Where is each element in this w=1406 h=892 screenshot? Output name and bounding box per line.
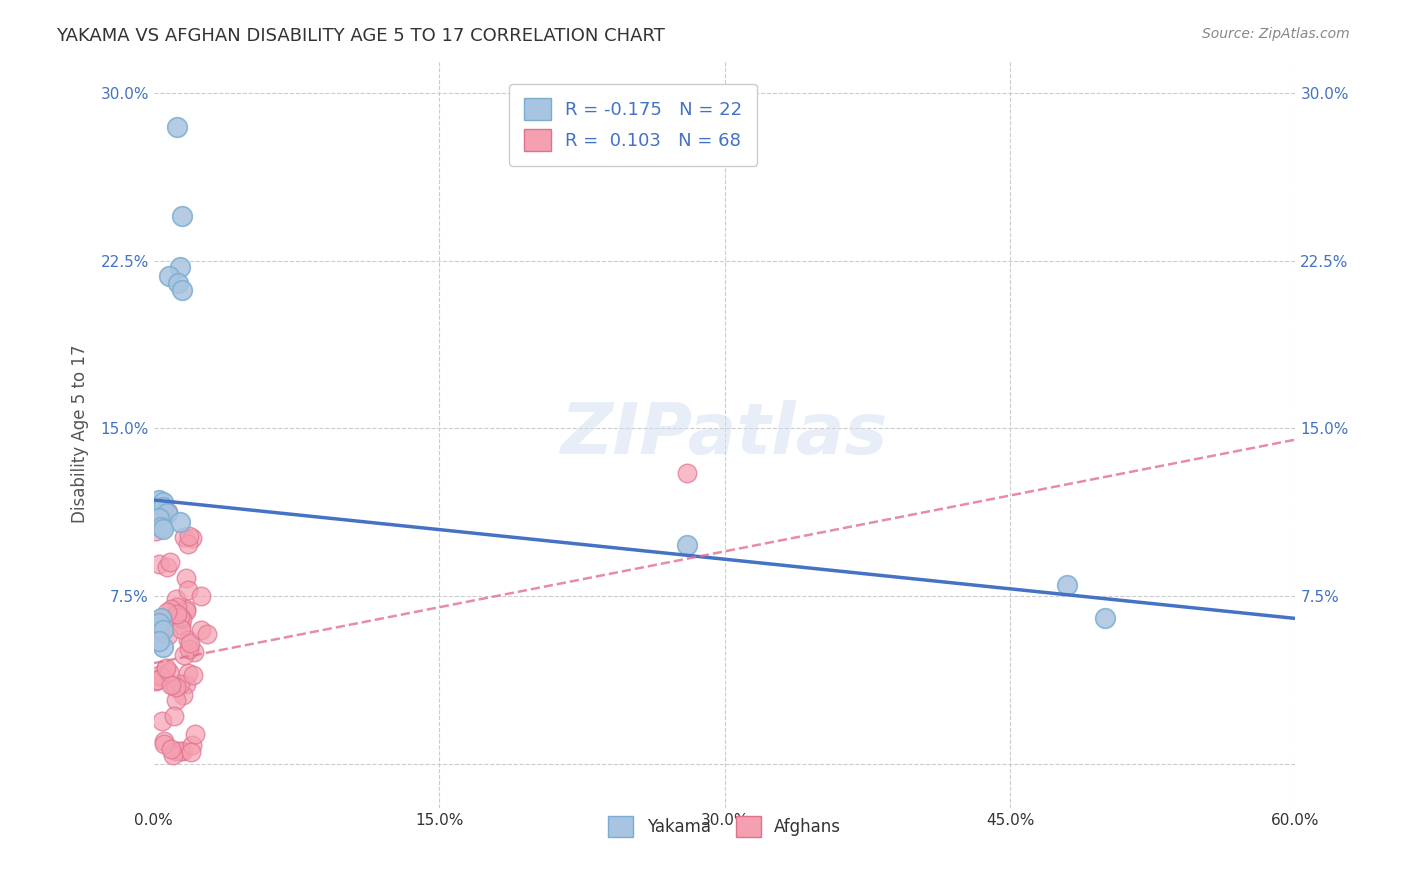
Afghans — [165, 693, 187, 707]
Afghans — [162, 747, 184, 762]
Yakama — [152, 500, 174, 514]
Yakama — [167, 276, 190, 290]
Afghans — [166, 607, 188, 622]
Afghans — [177, 642, 200, 657]
Afghans — [172, 688, 194, 702]
Afghans — [156, 628, 179, 642]
Afghans — [152, 734, 174, 748]
Yakama — [148, 492, 170, 507]
Yakama — [675, 538, 697, 552]
Text: Source: ZipAtlas.com: Source: ZipAtlas.com — [1202, 27, 1350, 41]
Afghans — [157, 665, 180, 680]
Afghans — [145, 674, 167, 689]
Afghans — [184, 727, 207, 741]
Afghans — [174, 676, 197, 690]
Afghans — [150, 624, 173, 638]
Yakama — [172, 209, 194, 223]
Afghans — [149, 506, 172, 520]
Afghans — [156, 560, 179, 574]
Afghans — [150, 714, 173, 728]
Afghans — [160, 741, 183, 756]
Yakama — [152, 495, 174, 509]
Text: ZIPatlas: ZIPatlas — [561, 400, 889, 468]
Afghans — [181, 531, 204, 545]
Afghans — [163, 709, 186, 723]
Afghans — [148, 558, 170, 572]
Afghans — [150, 611, 173, 625]
Afghans — [169, 610, 191, 624]
Yakama — [148, 615, 170, 630]
Afghans — [169, 743, 191, 757]
Afghans — [181, 738, 204, 752]
Afghans — [177, 537, 200, 551]
Yakama — [152, 640, 174, 655]
Afghans — [177, 582, 200, 597]
Yakama — [1094, 611, 1116, 625]
Afghans — [190, 623, 212, 637]
Yakama — [169, 260, 191, 275]
Afghans — [169, 622, 191, 636]
Afghans — [162, 678, 184, 692]
Afghans — [183, 668, 205, 682]
Afghans — [160, 678, 183, 692]
Afghans — [146, 673, 169, 688]
Afghans — [190, 589, 212, 603]
Yakama — [148, 633, 170, 648]
Afghans — [177, 666, 200, 681]
Afghans — [166, 600, 188, 615]
Yakama — [152, 522, 174, 536]
Yakama — [148, 511, 170, 525]
Afghans — [148, 624, 170, 638]
Yakama — [157, 269, 180, 284]
Afghans — [153, 664, 176, 678]
Afghans — [172, 744, 194, 758]
Afghans — [170, 618, 193, 632]
Afghans — [177, 529, 200, 543]
Yakama — [172, 283, 194, 297]
Afghans — [195, 627, 218, 641]
Afghans — [180, 745, 202, 759]
Afghans — [173, 530, 195, 544]
Afghans — [179, 636, 201, 650]
Afghans — [174, 571, 197, 585]
Afghans — [165, 592, 187, 607]
Yakama — [169, 516, 191, 530]
Afghans — [170, 612, 193, 626]
Afghans — [156, 605, 179, 619]
Yakama — [150, 611, 173, 625]
Afghans — [183, 645, 205, 659]
Afghans — [177, 633, 200, 648]
Afghans — [169, 677, 191, 691]
Yakama — [156, 507, 179, 521]
Afghans — [155, 661, 177, 675]
Afghans — [173, 648, 195, 662]
Yakama — [152, 623, 174, 637]
Legend: Yakama, Afghans: Yakama, Afghans — [600, 808, 849, 845]
Y-axis label: Disability Age 5 to 17: Disability Age 5 to 17 — [72, 345, 89, 524]
Afghans — [148, 668, 170, 682]
Afghans — [174, 604, 197, 618]
Yakama — [150, 520, 173, 534]
Afghans — [150, 670, 173, 684]
Afghans — [675, 466, 697, 480]
Afghans — [176, 602, 198, 616]
Afghans — [157, 505, 180, 519]
Afghans — [165, 744, 187, 758]
Afghans — [145, 524, 167, 539]
Yakama — [166, 120, 188, 134]
Afghans — [159, 555, 181, 569]
Afghans — [159, 602, 181, 616]
Afghans — [166, 680, 188, 694]
Text: YAKAMA VS AFGHAN DISABILITY AGE 5 TO 17 CORRELATION CHART: YAKAMA VS AFGHAN DISABILITY AGE 5 TO 17 … — [56, 27, 665, 45]
Yakama — [1056, 578, 1078, 592]
Afghans — [152, 737, 174, 751]
